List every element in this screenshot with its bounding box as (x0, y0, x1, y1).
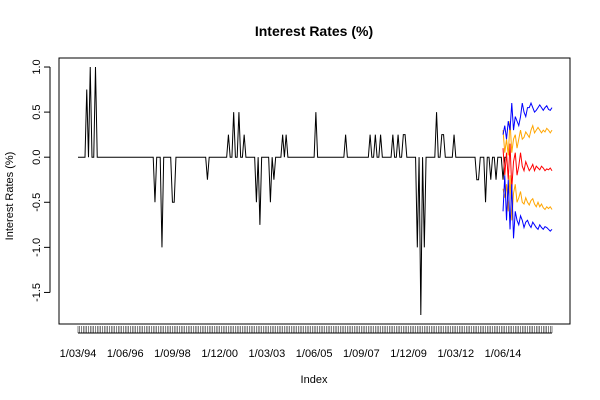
y-tick-label: -1.0 (31, 238, 43, 257)
x-tick-label: 1/12/00 (201, 348, 238, 360)
x-tick-label: 1/12/09 (390, 348, 427, 360)
x-tick-label: 1/06/14 (485, 348, 522, 360)
series-line-lower-95 (502, 175, 553, 239)
series-line-observed (78, 67, 507, 315)
y-tick-label: 0.5 (31, 104, 43, 119)
x-tick-label: 1/03/94 (60, 348, 97, 360)
plot-frame (58, 57, 571, 325)
y-tick-label: 1.0 (31, 59, 43, 74)
chart-title: Interest Rates (%) (255, 23, 373, 39)
y-tick-label: -0.5 (31, 193, 43, 212)
x-tick-label: 1/09/98 (154, 348, 191, 360)
x-axis-label: Index (301, 374, 328, 386)
x-axis: 1/03/94 1/06/96 1/09/98 1/12/00 1/03/03 1/06/… (60, 326, 553, 360)
series-line-upper-80 (502, 121, 553, 156)
series-line-upper-95 (502, 101, 553, 140)
x-tick-label: 1/09/07 (343, 348, 380, 360)
y-axis: -1.5 -1.0 -0.5 0.0 0.5 1.0 (31, 59, 51, 302)
y-tick-label: -1.5 (31, 283, 43, 302)
y-tick-label: 0.0 (31, 150, 43, 165)
series-line-forecast (502, 143, 553, 189)
y-axis-label: Interest Rates (%) (4, 152, 16, 241)
x-tick-label: 1/03/03 (249, 348, 286, 360)
x-tick-label: 1/03/12 (437, 348, 474, 360)
series-layer (78, 67, 553, 315)
x-tick-label: 1/06/05 (296, 348, 333, 360)
x-tick-label: 1/06/96 (107, 348, 144, 360)
